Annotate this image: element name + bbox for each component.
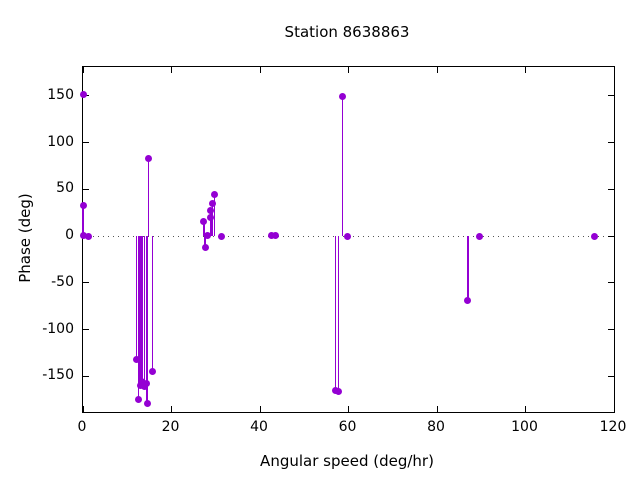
data-point (200, 217, 208, 225)
y-tick-label: 50 (56, 180, 74, 197)
data-point (148, 368, 156, 376)
y-tick-mark (608, 188, 614, 190)
x-tick-label: 40 (250, 419, 268, 435)
y-tick-mark (83, 142, 89, 144)
stem-line (204, 236, 206, 248)
y-tick-mark (83, 282, 89, 284)
x-tick-label: 60 (338, 419, 357, 435)
x-tick-mark (171, 406, 172, 412)
x-tick-mark (82, 406, 84, 412)
y-tick-mark (608, 235, 614, 237)
x-tick-mark (525, 67, 526, 73)
data-point (267, 231, 275, 239)
stem-line (334, 236, 337, 391)
data-point (136, 382, 144, 390)
x-tick-mark (259, 67, 261, 73)
x-tick-mark (348, 67, 349, 73)
y-tick-mark (83, 188, 89, 190)
data-point (138, 377, 146, 385)
stem-line (337, 236, 340, 392)
data-point (591, 232, 599, 240)
x-tick-mark (613, 406, 615, 412)
data-point (207, 207, 215, 215)
y-tick-mark (608, 329, 614, 331)
plot-area (79, 66, 615, 413)
x-axis-label: Angular speed (deg/hr) (260, 452, 434, 470)
data-point (133, 356, 141, 364)
y-tick-mark (83, 329, 89, 331)
stem-line (467, 236, 469, 301)
data-point (464, 297, 472, 305)
stem-line (146, 236, 148, 404)
data-point (204, 231, 212, 239)
data-point (201, 243, 209, 251)
x-tick-mark (171, 67, 172, 73)
stem-line (147, 158, 150, 237)
x-tick-mark (348, 406, 349, 412)
y-tick-label: 100 (47, 133, 74, 150)
data-point (144, 155, 152, 163)
y-tick-mark (83, 375, 89, 377)
y-tick-label: 0 (65, 227, 74, 244)
stem-line (143, 236, 146, 387)
data-point (344, 232, 352, 240)
stem-line (141, 236, 143, 382)
data-point (143, 400, 151, 408)
data-point (334, 387, 342, 395)
x-tick-label: 100 (511, 419, 538, 435)
x-tick-label: 0 (77, 419, 87, 435)
stem-line (139, 236, 141, 386)
data-point (79, 201, 87, 209)
y-tick-mark (608, 142, 614, 144)
y-tick-mark (608, 282, 614, 284)
x-tick-mark (436, 406, 438, 412)
y-tick-label: -50 (51, 273, 74, 290)
stem-line (203, 221, 205, 237)
x-tick-label: 20 (161, 419, 180, 435)
stem-line (210, 210, 212, 237)
data-point (79, 90, 87, 98)
stem-line (341, 96, 344, 237)
data-point (339, 93, 347, 101)
x-tick-mark (259, 406, 261, 412)
data-point (210, 190, 218, 198)
data-point (271, 231, 279, 239)
data-point (217, 232, 225, 240)
y-tick-label: -100 (42, 320, 74, 337)
x-tick-mark (436, 67, 438, 73)
y-tick-mark (608, 375, 614, 377)
data-point (85, 232, 93, 240)
stem-line (151, 236, 154, 372)
data-point (206, 214, 214, 222)
x-tick-mark (82, 67, 84, 73)
y-tick-mark (608, 95, 614, 97)
data-point (209, 200, 217, 207)
stem-line (135, 236, 138, 360)
stem-line (82, 205, 84, 237)
data-point (475, 232, 483, 240)
data-point (134, 396, 142, 404)
y-tick-label: -150 (42, 367, 74, 384)
chart-title: Station 8638863 (284, 23, 410, 41)
data-point (80, 231, 88, 239)
x-tick-mark (525, 406, 526, 412)
y-tick-label: 150 (47, 86, 74, 103)
stem-line (137, 236, 140, 400)
x-tick-label: 120 (599, 419, 627, 435)
x-tick-mark (613, 67, 615, 73)
x-tick-label: 80 (427, 419, 445, 435)
data-point (143, 380, 151, 388)
stem-line (213, 194, 216, 237)
